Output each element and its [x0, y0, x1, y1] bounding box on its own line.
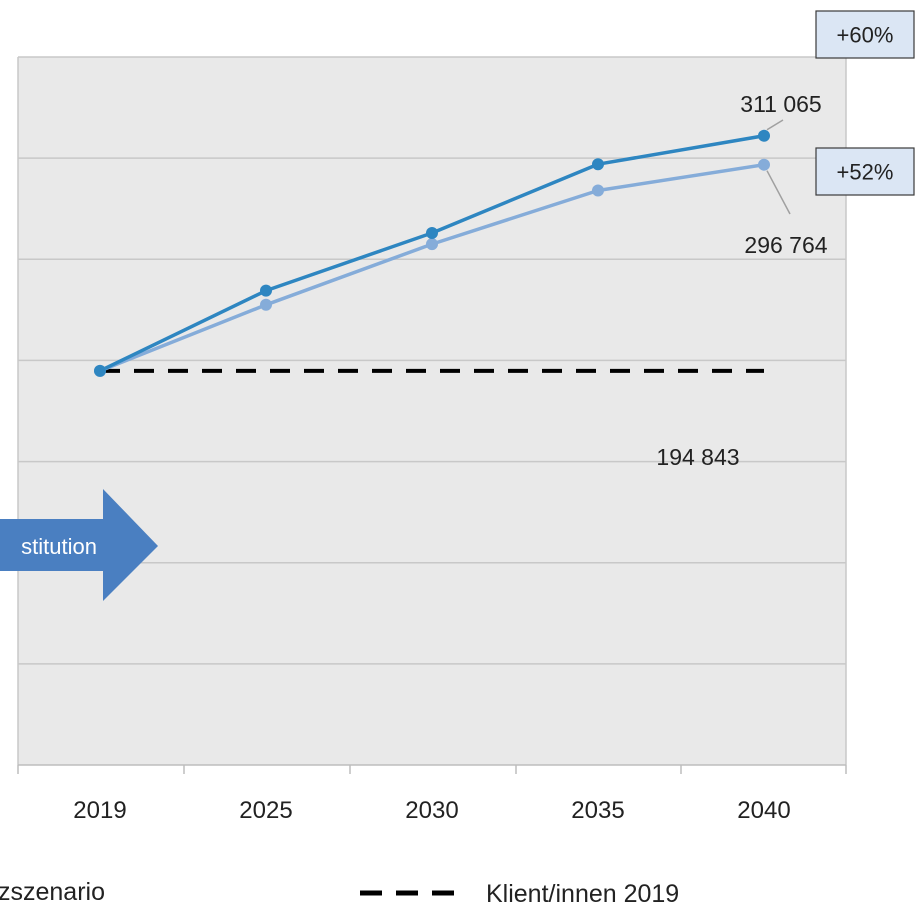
series-1-point	[592, 184, 604, 197]
x-axis-ticks	[17, 764, 847, 774]
callout-box-label: +60%	[837, 23, 894, 48]
arrow-shape	[0, 489, 158, 601]
series-markers	[94, 129, 770, 377]
plot-background	[18, 57, 846, 765]
callout-box-label: +52%	[837, 160, 894, 185]
series-1-point	[260, 298, 272, 311]
leader-line	[766, 170, 791, 215]
callout-box	[815, 10, 915, 59]
x-tick-label: 2040	[737, 797, 790, 824]
x-tick-label: 2030	[405, 797, 458, 824]
data-label-series0-2040: 311 065	[740, 91, 821, 117]
callout-box	[815, 147, 915, 196]
series-0-point	[426, 226, 438, 239]
leader-line	[766, 119, 784, 131]
series-0-point	[592, 158, 604, 171]
x-axis-labels: 2019 2025 2030 2035 2040	[73, 797, 790, 824]
series-1-point	[758, 158, 770, 171]
legend-label-series: zszenario	[0, 878, 105, 906]
data-label-series1-2040: 296 764	[744, 232, 827, 258]
x-tick-label: 2035	[571, 797, 624, 824]
series-0-point	[758, 129, 770, 142]
gridlines	[17, 56, 847, 765]
data-label-reference: 194 843	[656, 444, 739, 470]
arrow-label: stitution	[21, 534, 97, 559]
series-0-point	[260, 284, 272, 297]
legend-label-reference: Klient/innen 2019	[486, 880, 679, 908]
series-0-point	[94, 364, 106, 377]
annotations: 311 065 296 764 194 843 +60% +52% stitution	[0, 10, 915, 601]
series-1-point	[426, 238, 438, 251]
legend: zszenario Klient/innen 2019	[0, 878, 679, 908]
x-tick-label: 2019	[73, 797, 126, 824]
x-tick-label: 2025	[239, 797, 292, 824]
